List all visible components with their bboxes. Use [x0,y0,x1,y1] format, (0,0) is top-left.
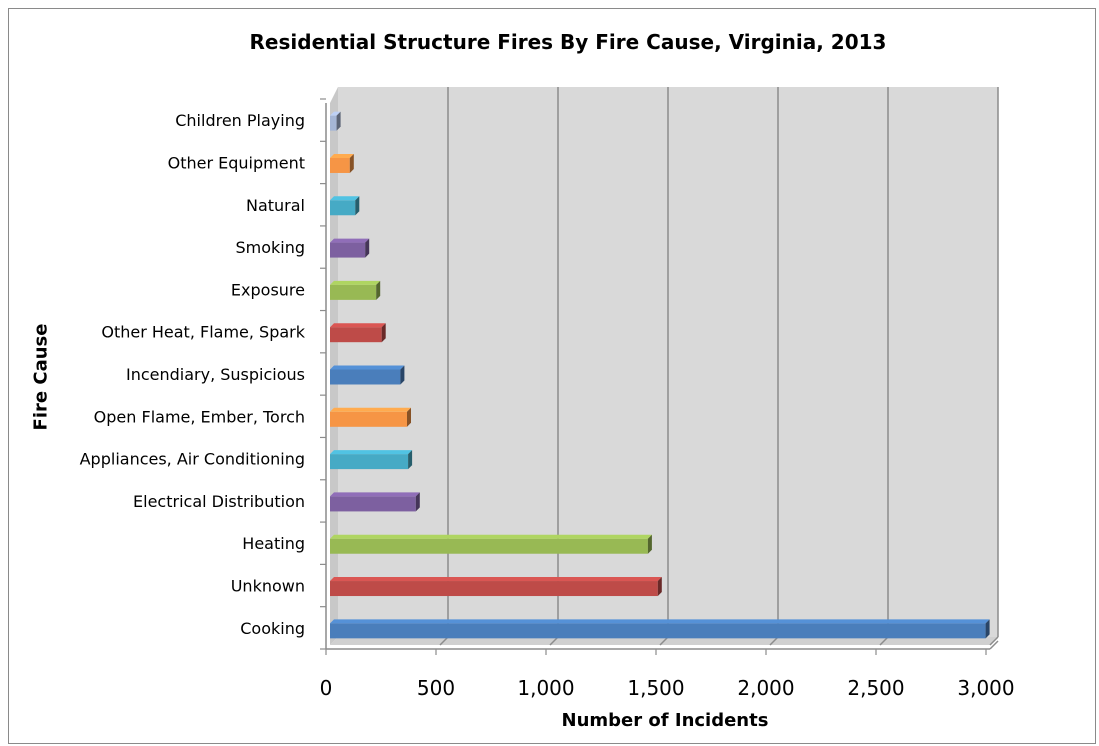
bar [330,280,381,300]
bar-front [330,369,401,385]
bar-top [330,492,420,497]
bars [330,111,990,639]
bar-end [985,619,990,639]
x-axis-title: Number of Incidents [561,710,769,731]
category-label: Electrical Distribution [133,492,305,511]
bar-front [330,115,337,131]
x-axis-line-end [989,640,999,650]
category-label: Natural [246,196,305,215]
bar-end [400,365,405,385]
bar-front [330,581,658,597]
bar [330,196,360,216]
bar-top [330,153,354,158]
category-label: Cooking [240,619,305,638]
bar-end [657,577,662,597]
x-tick-label: 2,000 [737,676,794,700]
bar-front [330,284,377,300]
x-tick-label: 1,500 [627,676,684,700]
bar [330,323,386,343]
bar [330,619,990,639]
bar-top [330,450,413,455]
bar [330,577,662,597]
bar [330,450,413,470]
bar-end [349,153,354,173]
gridline-floor [989,636,999,646]
bar-top [330,534,652,539]
x-tick-label: 0 [320,676,333,700]
bar-top [330,577,662,582]
category-labels: Cooking Unknown Heating Electrical Distribu… [80,111,306,638]
bar-end [415,492,420,512]
bar-front [330,411,407,427]
bar-top [330,196,360,201]
bar-front [330,623,986,639]
bar-front [330,200,356,216]
bar-top [330,323,386,328]
category-label: Other Heat, Flame, Spark [101,323,305,342]
bar-front [330,157,350,173]
bar-front [330,496,416,512]
plot-walls [330,87,998,645]
category-label: Exposure [231,280,305,299]
bar-front [330,454,409,470]
category-label: Other Equipment [168,153,305,172]
bar-top [330,407,411,412]
category-label: Children Playing [175,111,305,130]
x-tick-label: 3,000 [957,676,1014,700]
bar-end [408,450,413,470]
axes [320,98,999,655]
category-label: Unknown [231,577,305,596]
bar-front [330,538,648,554]
bar-end [365,238,370,258]
bar [330,534,652,554]
category-label: Heating [242,534,305,553]
bar-end [355,196,360,216]
bar-end [336,111,341,131]
tick-labels: 0 500 1,000 1,500 2,000 2,500 3,000 [320,676,1015,700]
category-label: Smoking [235,238,305,257]
bar-end [407,407,411,427]
category-label: Incendiary, Suspicious [126,365,305,384]
bar-end [381,323,386,343]
bar-top [330,365,405,370]
bar-front [330,327,382,343]
bar-top [330,280,381,285]
bar [330,492,420,512]
bar [330,407,411,427]
bar [330,365,405,385]
bar [330,153,354,173]
bar [330,111,341,131]
bar [330,238,370,258]
category-label: Appliances, Air Conditioning [80,450,305,469]
bar-end [647,534,652,554]
bar-top [330,619,990,624]
category-label: Open Flame, Ember, Torch [94,407,305,426]
bar-end [376,280,381,300]
bar-top [330,238,370,243]
x-tick-label: 2,500 [847,676,904,700]
x-tick-label: 1,000 [517,676,574,700]
bar-top [330,111,341,116]
x-tick-label: 500 [417,676,455,700]
bar-front [330,242,366,258]
chart-title: Residential Structure Fires By Fire Caus… [249,30,887,54]
